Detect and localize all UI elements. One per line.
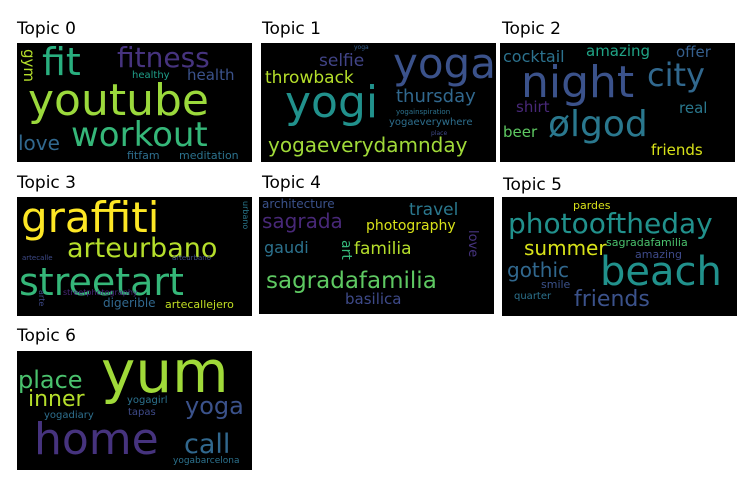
topic-5-word-6: sagradafamilia: [606, 236, 688, 249]
topic-2-word-7: shirt: [516, 98, 550, 116]
topic-3-word-9: urbano: [241, 201, 250, 230]
topic-2-wordcloud: night ølgod city cocktail amazing offer …: [500, 43, 735, 162]
topic-4-word-6: gaudi: [264, 238, 309, 257]
topic-0-word-9: fitfam: [127, 149, 160, 162]
topic-0-word-5: health: [187, 66, 235, 84]
topic-3-title: Topic 3: [17, 173, 76, 193]
topic-2-word-4: cocktail: [503, 47, 565, 66]
topic-2-word-6: offer: [676, 43, 711, 61]
topic-6-word-7: yogagirl: [127, 395, 168, 406]
topic-3-word-5: artecallejero: [165, 298, 234, 311]
topic-5-word-10: quarter: [514, 291, 552, 302]
topic-3-wordcloud: graffiti streetart arteurbano digerible …: [17, 197, 252, 316]
topic-2-title: Topic 2: [502, 19, 561, 39]
topic-0-word-1: youtube: [28, 75, 209, 126]
topic-4-word-4: photography: [366, 218, 456, 234]
topic-6-title: Topic 6: [17, 326, 76, 346]
topic-2-word-10: friends: [651, 141, 703, 159]
topic-3-word-2: streetart: [19, 260, 184, 304]
topic-3-word-8: arteurbano: [172, 254, 211, 262]
topic-1-word-7: yogaeverywhere: [389, 117, 473, 128]
topic-4-word-1: sagradafamilia: [266, 268, 437, 294]
topic-5-word-2: photooftheday: [508, 207, 713, 240]
topic-1-word-8: yogainspiration: [396, 108, 451, 116]
topic-0-word-4: fitness: [117, 43, 210, 74]
topic-4-word-2: sagrada: [262, 209, 343, 233]
topic-2-word-3: city: [647, 56, 705, 94]
topic-5-word-7: amazing: [635, 248, 682, 261]
topic-0-word-7: healthy: [132, 70, 170, 81]
topic-6-word-1: yum: [101, 351, 229, 406]
topic-4-wordcloud: sagradafamilia sagrada familia photograp…: [259, 197, 494, 314]
topic-5-wordcloud: beach photooftheday summer friends gothi…: [502, 197, 737, 316]
topic-1-word-10: place: [431, 130, 448, 137]
topic-4-word-10: basilica: [345, 290, 402, 308]
topic-5-word-1: beach: [600, 249, 722, 295]
topic-5-word-8: pardes: [573, 199, 611, 212]
topic-4-word-7: architecture: [262, 197, 335, 211]
topic-1-word-9: yoga: [354, 44, 369, 51]
topic-4-word-5: travel: [409, 200, 459, 220]
topic-2-word-5: amazing: [586, 43, 651, 60]
topic-6-wordcloud: yum home place inner yoga call yogagirl …: [17, 351, 252, 470]
topic-3-word-3: arteurbano: [67, 233, 218, 264]
topic-0-word-3: fit: [42, 43, 81, 84]
topic-5-word-3: summer: [524, 236, 607, 260]
topic-2-word-2: ølgod: [548, 104, 648, 145]
topic-5-word-5: gothic: [507, 258, 570, 282]
topic-4-word-9: love: [465, 230, 480, 258]
topic-0-word-2: workout: [71, 115, 208, 155]
topic-0-word-10: meditation: [179, 149, 239, 162]
topic-4-word-3: familia: [354, 239, 412, 259]
topic-5-word-9: smile: [541, 278, 571, 291]
topic-1-word-1: yogi: [285, 77, 379, 128]
topic-0-word-6: gym: [20, 49, 38, 83]
topic-6-word-3: place: [18, 366, 83, 394]
topic-1-word-2: yoga: [393, 43, 496, 88]
topic-1-word-6: thursday: [396, 86, 476, 107]
topic-5-title: Topic 5: [503, 175, 562, 195]
topic-3-word-1: graffiti: [21, 197, 160, 242]
topic-6-word-5: yoga: [185, 392, 244, 420]
topic-0-title: Topic 0: [17, 19, 76, 39]
topic-2-word-1: night: [521, 57, 635, 108]
topic-1-word-5: selfie: [319, 51, 365, 71]
topic-1-word-3: yogaeverydamnday: [268, 133, 468, 157]
topic-3-word-4: digerible: [103, 296, 156, 310]
topic-0-word-8: love: [18, 131, 60, 155]
topic-6-word-6: call: [184, 429, 231, 460]
topic-6-word-9: yogadiary: [44, 410, 94, 421]
topic-2-word-9: real: [679, 99, 708, 117]
topic-4-title: Topic 4: [262, 173, 321, 193]
topic-0-wordcloud: youtube workout fit fitness health gym h…: [17, 43, 252, 162]
topic-5-word-4: friends: [574, 287, 650, 312]
topic-1-title: Topic 1: [262, 19, 321, 39]
topic-6-word-10: yogabarcelona: [173, 456, 240, 466]
topic-6-word-2: home: [34, 414, 159, 465]
topic-1-wordcloud: yogi yoga yogaeverydamnday throwback sel…: [261, 43, 496, 162]
topic-6-word-4: inner: [28, 387, 85, 412]
topic-3-word-7: artecalle: [22, 254, 53, 262]
topic-1-word-4: throwback: [265, 68, 354, 88]
topic-3-word-6: streetphotography: [63, 288, 138, 297]
topic-2-word-8: beer: [503, 123, 538, 141]
topic-3-word-10: arte: [37, 290, 46, 307]
topic-6-word-8: tapas: [128, 407, 156, 418]
topic-4-word-8: art: [338, 240, 354, 260]
